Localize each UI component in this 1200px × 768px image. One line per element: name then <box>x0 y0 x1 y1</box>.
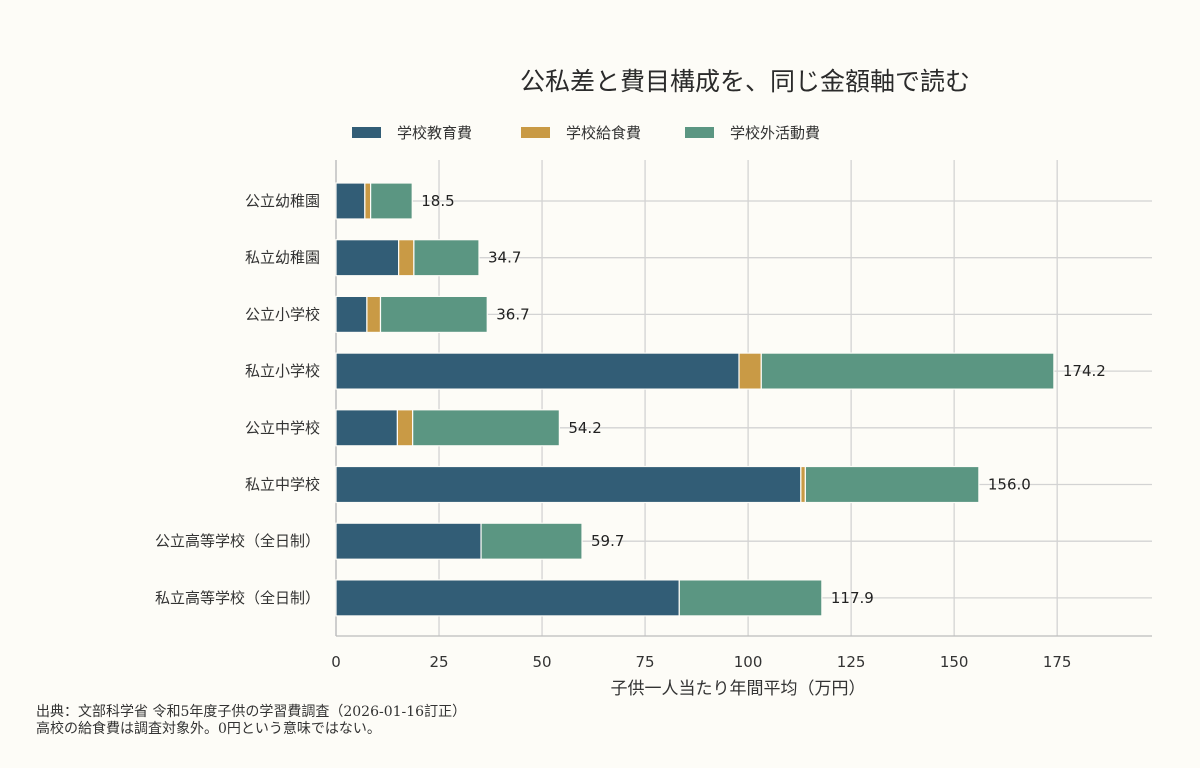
category-label-4: 公立中学校 <box>245 419 320 437</box>
source-notes: 出典：文部科学省 令和5年度子供の学習費調査（2026-01-16訂正） 高校の… <box>36 704 466 738</box>
bar-3-series-1 <box>738 352 762 390</box>
category-label-2: 公立小学校 <box>245 305 320 323</box>
legend-label-0: 学校教育費 <box>397 124 472 142</box>
bar-0-series-2 <box>370 182 413 220</box>
bar-4-series-1 <box>396 409 414 447</box>
bar-5-series-1 <box>800 465 806 504</box>
x-tick-label-4: 100 <box>734 653 763 671</box>
bar-1-series-0 <box>335 239 400 277</box>
total-label-1: 34.7 <box>488 249 521 267</box>
category-labels: 公立幼稚園私立幼稚園公立小学校私立小学校公立中学校私立中学校公立高等学校（全日制… <box>155 192 320 607</box>
note-line: 高校の給食費は調査対象外。0円という意味ではない。 <box>36 721 381 737</box>
x-tick-label-7: 175 <box>1043 653 1072 671</box>
x-tick-labels: 0 25 50 75 100 125 150 175 <box>331 653 1071 671</box>
bars <box>335 182 1055 617</box>
source-line: 出典：文部科学省 令和5年度子供の学習費調査（2026-01-16訂正） <box>36 704 467 720</box>
chart-title: 公私差と費目構成を、同じ金額軸で読む <box>520 67 970 96</box>
bar-1-series-2 <box>413 239 480 277</box>
bar-5-series-2 <box>804 465 980 504</box>
bar-2-series-2 <box>379 295 488 333</box>
bar-4-series-2 <box>412 409 560 447</box>
category-label-7: 私立高等学校（全日制） <box>155 589 320 607</box>
bar-2-series-1 <box>366 295 382 333</box>
x-axis-title: 子供一人当たり年間平均（万円） <box>611 679 866 699</box>
bar-6-series-2 <box>480 522 583 560</box>
total-label-3: 174.2 <box>1063 362 1106 380</box>
bar-6-series-0 <box>335 522 482 560</box>
bar-5-series-0 <box>335 465 802 504</box>
x-tick-label-3: 75 <box>636 653 655 671</box>
total-label-4: 54.2 <box>568 419 601 437</box>
bar-7-series-2 <box>678 579 823 617</box>
total-label-2: 36.7 <box>496 305 529 323</box>
legend: 学校教育費 学校給食費 学校外活動費 <box>352 124 820 142</box>
bar-2-series-0 <box>335 295 368 333</box>
x-tick-label-1: 25 <box>429 653 448 671</box>
total-label-7: 117.9 <box>831 589 874 607</box>
total-label-6: 59.7 <box>591 532 624 550</box>
x-tick-label-6: 150 <box>940 653 969 671</box>
x-tick-label-2: 50 <box>533 653 552 671</box>
legend-swatch-2 <box>685 127 714 138</box>
category-label-0: 公立幼稚園 <box>245 192 320 210</box>
category-label-6: 公立高等学校（全日制） <box>155 532 320 550</box>
legend-swatch-0 <box>352 127 381 138</box>
x-tick-label-0: 0 <box>331 653 341 671</box>
x-tick-label-5: 125 <box>837 653 866 671</box>
total-label-5: 156.0 <box>988 476 1031 494</box>
category-label-3: 私立小学校 <box>245 362 320 380</box>
grid <box>335 160 1152 637</box>
category-label-5: 私立中学校 <box>245 476 320 494</box>
bar-0-series-1 <box>364 182 372 220</box>
bar-1-series-1 <box>398 239 415 277</box>
bar-7-series-0 <box>335 579 680 617</box>
legend-label-2: 学校外活動費 <box>730 124 820 142</box>
bar-0-series-0 <box>335 182 366 220</box>
total-labels: 18.5 34.7 36.7 174.2 54.2 156.0 59.7 117.9 <box>421 192 1106 607</box>
bar-3-series-0 <box>335 352 740 390</box>
total-label-0: 18.5 <box>421 192 454 210</box>
legend-swatch-1 <box>521 127 550 138</box>
bar-4-series-0 <box>335 409 399 447</box>
category-label-1: 私立幼稚園 <box>245 249 320 267</box>
legend-label-1: 学校給食費 <box>566 124 641 142</box>
bar-3-series-2 <box>760 352 1055 390</box>
